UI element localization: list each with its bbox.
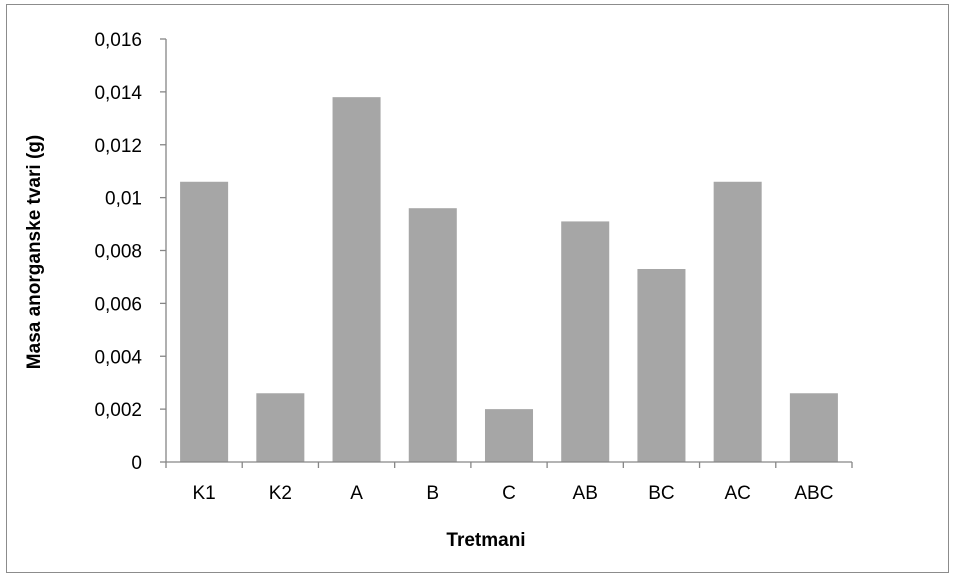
bar-k1	[180, 181, 229, 462]
bars	[180, 97, 838, 462]
x-tick-label: AC	[724, 483, 750, 504]
x-tick-label: C	[502, 483, 516, 504]
x-tick-label: K1	[192, 483, 215, 504]
bar-k2	[256, 393, 305, 462]
x-tick-label: A	[350, 483, 363, 504]
bar-abc	[789, 393, 838, 462]
y-tick-label: 0	[131, 453, 142, 474]
bar-b	[408, 208, 457, 462]
x-axis-title: Tretmani	[446, 530, 525, 551]
tick-labels: 0 0,002 0,004 0,006 0,008 0,01 0,012 0,014 0,016…	[94, 30, 833, 504]
y-tick-label: 0,016	[94, 30, 142, 51]
chart-area	[6, 4, 949, 573]
y-tick-label: 0,004	[94, 347, 142, 368]
y-tick-label: 0,008	[94, 242, 142, 263]
y-tick-label: 0,002	[94, 400, 142, 421]
bar-ab	[561, 221, 610, 462]
x-tick-label: BC	[648, 483, 674, 504]
x-tick-label: AB	[573, 483, 598, 504]
bar-a	[332, 97, 381, 462]
y-tick-label: 0,014	[94, 83, 142, 104]
x-tick-label: B	[426, 483, 439, 504]
y-tick-label: 0,006	[94, 294, 142, 315]
axes	[160, 38, 853, 468]
y-tick-label: 0,01	[105, 189, 142, 210]
bar-c	[484, 409, 534, 462]
bar-bc	[637, 269, 686, 462]
bar-ac	[713, 181, 762, 462]
x-tick-label: ABC	[794, 483, 833, 504]
y-tick-label: 0,012	[94, 136, 142, 157]
x-tick-label: K2	[269, 483, 292, 504]
y-axis-title: Masa anorganske tvari (g)	[24, 135, 45, 369]
